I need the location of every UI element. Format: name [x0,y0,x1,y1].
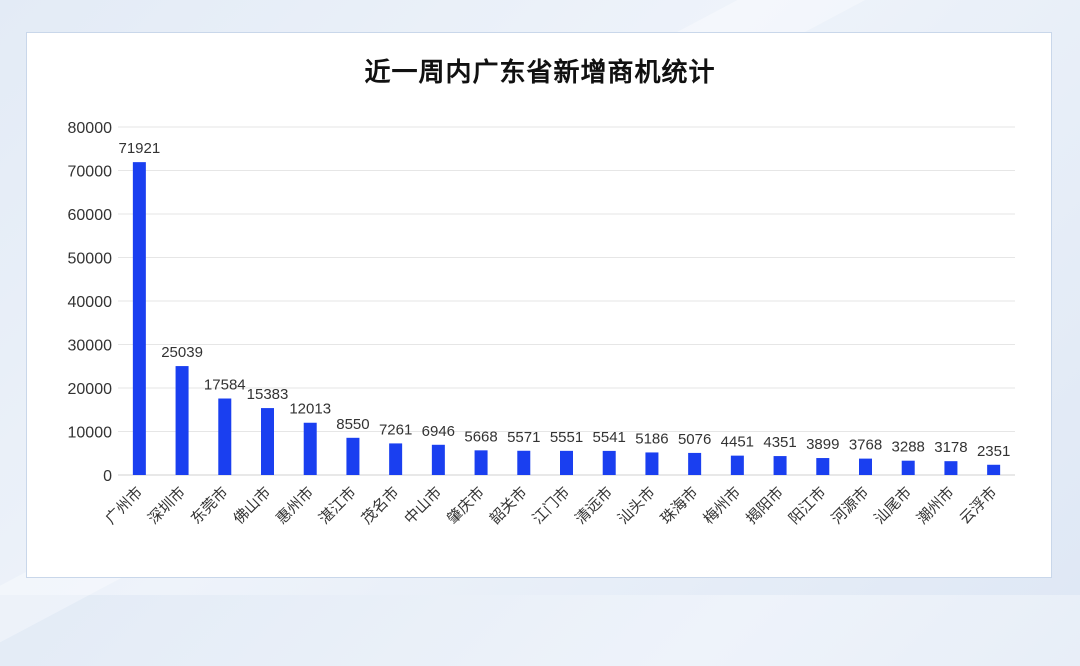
data-label: 5551 [550,429,583,446]
data-label: 4351 [763,434,796,451]
bar [346,437,360,475]
bar [987,464,1001,475]
x-tick-label: 中山市 [401,483,446,528]
data-label: 17584 [204,377,246,394]
x-tick-label: 珠海市 [657,483,702,528]
bar [645,452,659,475]
x-tick-label: 揭阳市 [742,483,787,528]
data-label: 3768 [849,437,882,454]
x-tick-label: 湛江市 [315,483,360,528]
x-tick-label: 云浮市 [956,483,1001,528]
x-tick-label: 河源市 [828,483,873,528]
y-tick-label: 20000 [68,381,113,398]
x-tick-label: 梅州市 [700,483,745,528]
bar-chart: 0 10000 20000 30000 40000 50000 60000 70000 8000… [68,120,1015,528]
data-label: 3288 [892,439,925,456]
x-tick-label: 清远市 [571,483,616,528]
x-tick-label: 潮州市 [913,483,958,528]
data-label: 3178 [934,439,967,456]
bar [816,458,830,475]
bar [261,408,274,475]
data-label: 6946 [422,423,455,440]
data-label: 5668 [464,428,497,445]
data-label: 7261 [379,421,412,438]
x-tick-label: 深圳市 [144,483,189,528]
data-label: 5571 [507,429,540,446]
bar [773,456,787,475]
data-label: 5541 [593,429,626,446]
data-label: 8550 [336,416,369,433]
y-tick-label: 60000 [68,207,113,224]
bar [303,422,317,475]
bar [431,444,445,475]
grid-lines [118,126,1015,476]
data-label: 3899 [806,436,839,453]
y-tick-label: 10000 [68,425,113,442]
bar [901,460,915,475]
y-tick-label: 30000 [68,338,113,355]
data-label: 2351 [977,443,1010,460]
bar [602,450,616,475]
x-tick-label: 东莞市 [187,483,232,528]
bar [132,162,146,475]
y-tick-label: 40000 [68,294,113,311]
y-axis: 0 10000 20000 30000 40000 50000 60000 70000 8000… [68,120,113,485]
data-label: 5186 [635,430,668,447]
bar [218,398,232,475]
bar [560,450,573,475]
y-tick-label: 0 [103,468,112,485]
data-label: 4451 [721,434,754,451]
data-label: 15383 [247,386,289,403]
bar [730,455,744,475]
bar [688,452,702,475]
x-tick-label: 广州市 [102,483,147,528]
bars [132,162,1001,475]
y-tick-label: 50000 [68,251,113,268]
bar [175,366,189,475]
bar [474,450,488,475]
x-tick-label: 江门市 [529,483,574,528]
x-tick-label: 肇庆市 [443,483,488,528]
x-tick-label: 汕尾市 [870,483,915,528]
x-tick-label: 阳江市 [785,483,830,528]
x-tick-label: 茂名市 [358,483,403,528]
data-label: 12013 [289,401,331,418]
chart-title: 近一周内广东省新增商机统计 [364,58,716,88]
bar [517,450,531,475]
data-label: 25039 [161,344,203,361]
chart-card [26,32,1052,578]
x-tick-label: 汕头市 [614,483,659,528]
y-tick-label: 80000 [68,120,113,137]
y-tick-label: 70000 [68,164,113,181]
x-tick-label: 惠州市 [272,483,317,528]
data-label: 5076 [678,431,711,448]
bar [389,443,403,475]
x-axis: 广州市深圳市东莞市佛山市惠州市湛江市茂名市中山市肇庆市韶关市江门市清远市汕头市珠… [102,483,1001,528]
x-tick-label: 佛山市 [230,483,275,528]
bar [944,461,958,475]
bar [859,458,872,475]
x-tick-label: 韶关市 [486,483,531,528]
data-label: 71921 [118,140,160,157]
